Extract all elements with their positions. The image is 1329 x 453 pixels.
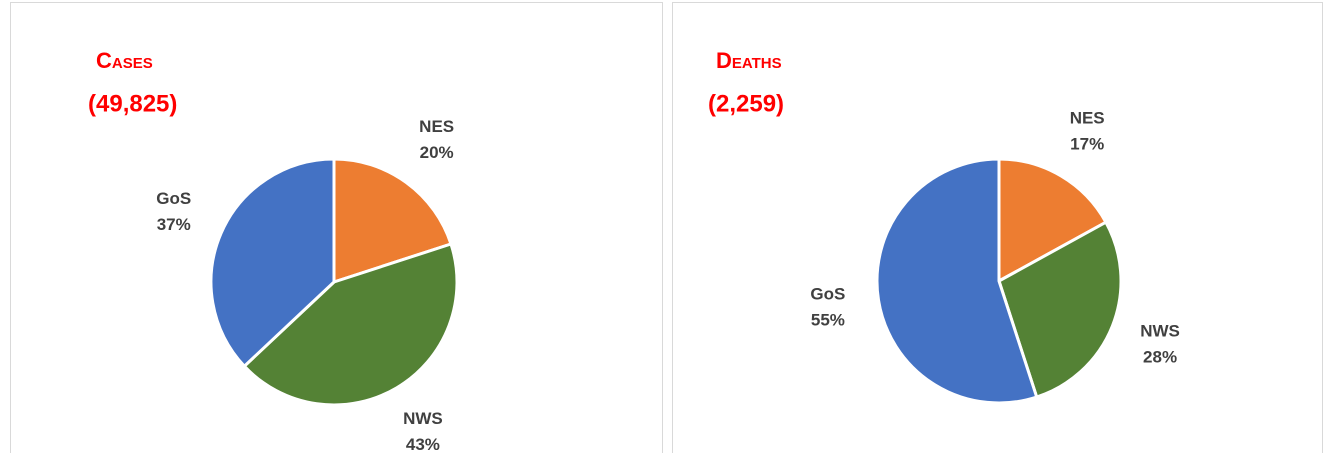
pie-slice: [332, 157, 453, 285]
data-label: 28%: [1143, 347, 1177, 366]
data-label-name: NES: [419, 117, 454, 136]
chart-subtitle: (49,825): [88, 90, 177, 117]
pie-slice: [875, 157, 1039, 405]
data-label-name: NES: [1070, 108, 1105, 127]
data-label: 55%: [811, 311, 845, 330]
data-label-name: NWS: [403, 409, 443, 428]
chart-title: Cases: [96, 48, 153, 73]
pie-slice: [997, 157, 1108, 284]
data-label: 17%: [1070, 134, 1104, 153]
data-label: 43%: [406, 435, 440, 453]
data-label: 37%: [157, 215, 191, 234]
data-label-name: GoS: [156, 189, 191, 208]
pie-slice: [997, 220, 1123, 399]
data-label-name: NWS: [1140, 321, 1180, 340]
chart-subtitle: (2,259): [708, 90, 784, 117]
data-label-name: GoS: [810, 285, 845, 304]
pie-slice: [242, 242, 459, 407]
data-label: 20%: [420, 143, 454, 162]
pie-slice: [209, 157, 336, 369]
chart-title: Deaths: [716, 48, 782, 73]
